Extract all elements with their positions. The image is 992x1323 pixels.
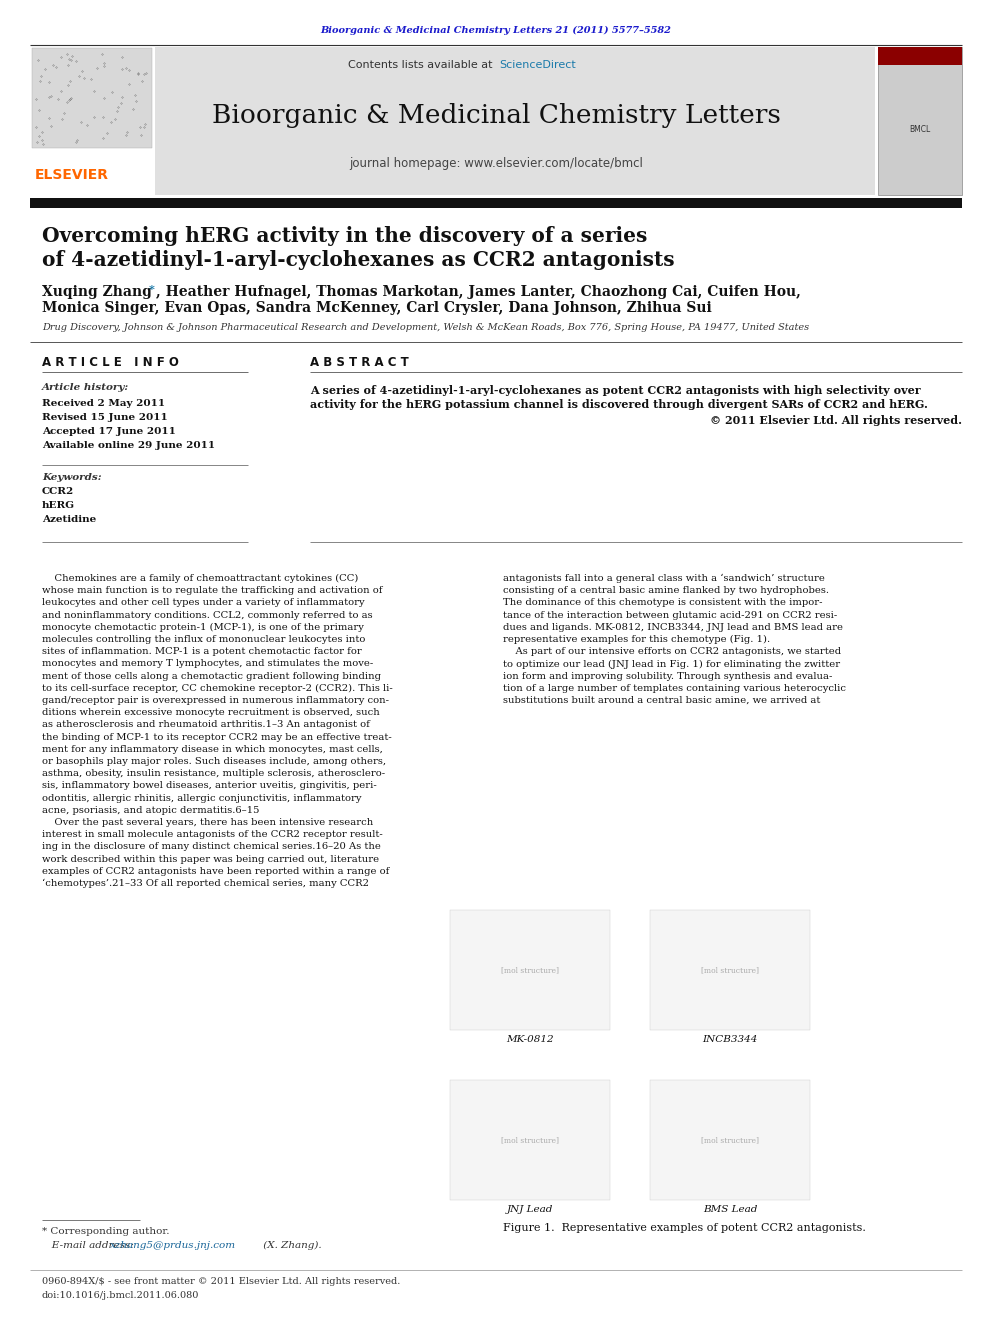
Text: interest in small molecule antagonists of the CCR2 receptor result-: interest in small molecule antagonists o…	[42, 831, 383, 839]
Text: representative examples for this chemotype (Fig. 1).: representative examples for this chemoty…	[503, 635, 770, 644]
Text: ‘chemotypes’.21–33 Of all reported chemical series, many CCR2: ‘chemotypes’.21–33 Of all reported chemi…	[42, 878, 369, 888]
Text: ment for any inflammatory disease in which monocytes, mast cells,: ment for any inflammatory disease in whi…	[42, 745, 383, 754]
Text: The dominance of this chemotype is consistent with the impor-: The dominance of this chemotype is consi…	[503, 598, 822, 607]
Text: CCR2: CCR2	[42, 487, 74, 496]
Text: 0960-894X/$ - see front matter © 2011 Elsevier Ltd. All rights reserved.: 0960-894X/$ - see front matter © 2011 El…	[42, 1278, 401, 1286]
Text: to its cell-surface receptor, CC chemokine receptor-2 (CCR2). This li-: to its cell-surface receptor, CC chemoki…	[42, 684, 393, 693]
Text: * Corresponding author.: * Corresponding author.	[42, 1228, 170, 1237]
Text: [mol structure]: [mol structure]	[701, 1136, 759, 1144]
Text: Bioorganic & Medicinal Chemistry Letters 21 (2011) 5577–5582: Bioorganic & Medicinal Chemistry Letters…	[320, 25, 672, 34]
Text: As part of our intensive efforts on CCR2 antagonists, we started: As part of our intensive efforts on CCR2…	[503, 647, 841, 656]
Text: Monica Singer, Evan Opas, Sandra McKenney, Carl Crysler, Dana Johnson, Zhihua Su: Monica Singer, Evan Opas, Sandra McKenne…	[42, 302, 711, 315]
Text: hERG: hERG	[42, 501, 75, 511]
Text: tion of a large number of templates containing various heterocyclic: tion of a large number of templates cont…	[503, 684, 846, 693]
Text: [mol structure]: [mol structure]	[701, 966, 759, 974]
Text: the binding of MCP-1 to its receptor CCR2 may be an effective treat-: the binding of MCP-1 to its receptor CCR…	[42, 733, 392, 742]
Text: Accepted 17 June 2011: Accepted 17 June 2011	[42, 426, 176, 435]
Text: ELSEVIER: ELSEVIER	[35, 168, 109, 183]
Text: Article history:: Article history:	[42, 384, 129, 393]
Text: of 4-azetidinyl-1-aryl-cyclohexanes as CCR2 antagonists: of 4-azetidinyl-1-aryl-cyclohexanes as C…	[42, 250, 675, 270]
Text: monocyte chemotactic protein-1 (MCP-1), is one of the primary: monocyte chemotactic protein-1 (MCP-1), …	[42, 623, 364, 632]
Text: , Heather Hufnagel, Thomas Markotan, James Lanter, Chaozhong Cai, Cuifen Hou,: , Heather Hufnagel, Thomas Markotan, Jam…	[156, 284, 801, 299]
Text: asthma, obesity, insulin resistance, multiple sclerosis, atherosclero-: asthma, obesity, insulin resistance, mul…	[42, 769, 385, 778]
Text: ing in the disclosure of many distinct chemical series.16–20 As the: ing in the disclosure of many distinct c…	[42, 843, 381, 852]
Text: monocytes and memory T lymphocytes, and stimulates the move-: monocytes and memory T lymphocytes, and …	[42, 659, 373, 668]
Text: A B S T R A C T: A B S T R A C T	[310, 356, 409, 369]
Bar	[450, 1080, 610, 1200]
Text: BMCL: BMCL	[910, 126, 930, 135]
Text: ment of those cells along a chemotactic gradient following binding: ment of those cells along a chemotactic …	[42, 672, 381, 680]
Text: work described within this paper was being carried out, literature: work described within this paper was bei…	[42, 855, 379, 864]
Text: (X. Zhang).: (X. Zhang).	[260, 1241, 321, 1249]
Text: A series of 4-azetidinyl-1-aryl-cyclohexanes as potent CCR2 antagonists with hig: A series of 4-azetidinyl-1-aryl-cyclohex…	[310, 385, 921, 396]
Bar	[450, 910, 610, 1031]
Text: Over the past several years, there has been intensive research: Over the past several years, there has b…	[42, 818, 373, 827]
Text: ditions wherein excessive monocyte recruitment is observed, such: ditions wherein excessive monocyte recru…	[42, 708, 380, 717]
Text: examples of CCR2 antagonists have been reported within a range of: examples of CCR2 antagonists have been r…	[42, 867, 390, 876]
Text: Figure 1.  Representative examples of potent CCR2 antagonists.: Figure 1. Representative examples of pot…	[503, 1222, 866, 1233]
Text: BMS Lead: BMS Lead	[702, 1205, 757, 1215]
Bar	[878, 48, 962, 194]
Text: A R T I C L E   I N F O: A R T I C L E I N F O	[42, 356, 179, 369]
Text: ScienceDirect: ScienceDirect	[499, 60, 575, 70]
Text: Available online 29 June 2011: Available online 29 June 2011	[42, 441, 215, 450]
Text: [mol structure]: [mol structure]	[501, 966, 559, 974]
Text: Bioorganic & Medicinal Chemistry Letters: Bioorganic & Medicinal Chemistry Letters	[211, 102, 781, 127]
Text: sites of inflammation. MCP-1 is a potent chemotactic factor for: sites of inflammation. MCP-1 is a potent…	[42, 647, 362, 656]
Text: ion form and improving solubility. Through synthesis and evalua-: ion form and improving solubility. Throu…	[503, 672, 832, 680]
Bar	[650, 910, 810, 1031]
Text: *: *	[149, 283, 155, 295]
Text: MK-0812: MK-0812	[506, 1036, 554, 1044]
Text: tance of the interaction between glutamic acid-291 on CCR2 resi-: tance of the interaction between glutami…	[503, 611, 837, 619]
Text: antagonists fall into a general class with a ‘sandwich’ structure: antagonists fall into a general class wi…	[503, 574, 825, 583]
Text: Overcoming hERG activity in the discovery of a series: Overcoming hERG activity in the discover…	[42, 226, 648, 246]
Text: dues and ligands. MK-0812, INCB3344, JNJ lead and BMS lead are: dues and ligands. MK-0812, INCB3344, JNJ…	[503, 623, 843, 632]
Text: leukocytes and other cell types under a variety of inflammatory: leukocytes and other cell types under a …	[42, 598, 365, 607]
Text: acne, psoriasis, and atopic dermatitis.6–15: acne, psoriasis, and atopic dermatitis.6…	[42, 806, 260, 815]
Text: [mol structure]: [mol structure]	[501, 1136, 559, 1144]
Text: as atherosclerosis and rheumatoid arthritis.1–3 An antagonist of: as atherosclerosis and rheumatoid arthri…	[42, 721, 370, 729]
Text: activity for the hERG potassium channel is discovered through divergent SARs of : activity for the hERG potassium channel …	[310, 398, 928, 410]
Text: molecules controlling the influx of mononuclear leukocytes into: molecules controlling the influx of mono…	[42, 635, 365, 644]
Text: Received 2 May 2011: Received 2 May 2011	[42, 398, 165, 407]
Text: JNJ Lead: JNJ Lead	[507, 1205, 554, 1215]
Text: Xuqing Zhang: Xuqing Zhang	[42, 284, 157, 299]
Text: whose main function is to regulate the trafficking and activation of: whose main function is to regulate the t…	[42, 586, 383, 595]
Text: or basophils play major roles. Such diseases include, among others,: or basophils play major roles. Such dise…	[42, 757, 386, 766]
Bar	[155, 48, 875, 194]
Text: Keywords:: Keywords:	[42, 472, 101, 482]
Text: Drug Discovery, Johnson & Johnson Pharmaceutical Research and Development, Welsh: Drug Discovery, Johnson & Johnson Pharma…	[42, 324, 809, 332]
Text: Revised 15 June 2011: Revised 15 June 2011	[42, 413, 168, 422]
Text: journal homepage: www.elsevier.com/locate/bmcl: journal homepage: www.elsevier.com/locat…	[349, 156, 643, 169]
Text: Contents lists available at: Contents lists available at	[348, 60, 496, 70]
Text: sis, inflammatory bowel diseases, anterior uveitis, gingivitis, peri-: sis, inflammatory bowel diseases, anteri…	[42, 782, 377, 790]
Text: gand/receptor pair is overexpressed in numerous inflammatory con-: gand/receptor pair is overexpressed in n…	[42, 696, 389, 705]
Text: substitutions built around a central basic amine, we arrived at: substitutions built around a central bas…	[503, 696, 820, 705]
Bar	[650, 1080, 810, 1200]
Bar	[30, 198, 962, 208]
Text: and noninflammatory conditions. CCL2, commonly referred to as: and noninflammatory conditions. CCL2, co…	[42, 611, 373, 619]
Text: Azetidine: Azetidine	[42, 516, 96, 524]
Text: E-mail address:: E-mail address:	[42, 1241, 137, 1249]
Text: © 2011 Elsevier Ltd. All rights reserved.: © 2011 Elsevier Ltd. All rights reserved…	[710, 414, 962, 426]
Text: consisting of a central basic amine flanked by two hydrophobes.: consisting of a central basic amine flan…	[503, 586, 829, 595]
Bar	[30, 48, 155, 194]
Text: INCB3344: INCB3344	[702, 1036, 758, 1044]
Bar	[32, 48, 152, 148]
Text: Chemokines are a family of chemoattractant cytokines (CC): Chemokines are a family of chemoattracta…	[42, 574, 358, 583]
Text: odontitis, allergic rhinitis, allergic conjunctivitis, inflammatory: odontitis, allergic rhinitis, allergic c…	[42, 794, 361, 803]
Text: xzhang5@prdus.jnj.com: xzhang5@prdus.jnj.com	[110, 1241, 236, 1249]
Text: doi:10.1016/j.bmcl.2011.06.080: doi:10.1016/j.bmcl.2011.06.080	[42, 1291, 199, 1301]
Text: to optimize our lead (JNJ lead in Fig. 1) for eliminating the zwitter: to optimize our lead (JNJ lead in Fig. 1…	[503, 659, 840, 668]
Bar	[878, 48, 962, 65]
